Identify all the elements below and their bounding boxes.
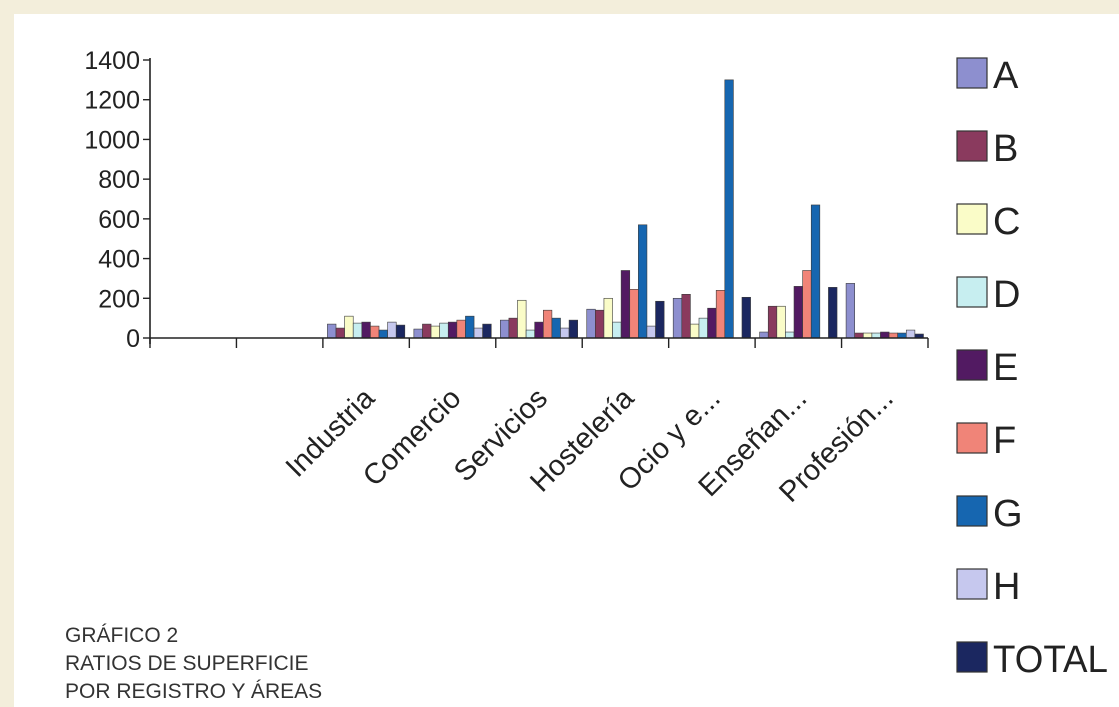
chart-caption: GRÁFICO 2 RATIOS DE SUPERFICIE POR REGIS… xyxy=(65,622,322,706)
legend-swatch-e xyxy=(956,349,988,381)
legend-label-total: TOTAL xyxy=(993,639,1108,681)
bar-b-5 xyxy=(508,317,518,339)
bar-total-5 xyxy=(568,319,578,339)
bar-c-8 xyxy=(776,305,786,339)
bar-g-7 xyxy=(724,79,734,339)
bar-h-5 xyxy=(560,327,570,339)
legend-swatch-f xyxy=(956,422,988,454)
bar-h-9 xyxy=(905,329,916,339)
bar-f-6 xyxy=(629,289,639,339)
bar-e-9 xyxy=(880,331,890,339)
chart-frame: 0 200 400 600 800 1000 1200 1400 Industria Comerc… xyxy=(14,14,1119,707)
bar-d-7 xyxy=(698,317,708,339)
caption-line-3: POR REGISTRO Y ÁREAS xyxy=(65,680,323,703)
bar-c-7 xyxy=(690,323,700,339)
legend-label-d: D xyxy=(993,274,1020,316)
bar-h-4 xyxy=(473,327,483,339)
bar-a-5 xyxy=(499,319,510,339)
legend-label-a: A xyxy=(993,55,1019,97)
bar-d-3 xyxy=(352,322,363,339)
bar-d-8 xyxy=(785,331,795,339)
bar-a-4 xyxy=(413,328,423,339)
bar-b-3 xyxy=(335,327,345,339)
bar-b-8 xyxy=(767,305,778,339)
axes xyxy=(143,58,929,348)
y-tick-label-1400: 1400 xyxy=(84,47,140,75)
bar-chart: 0200400600800100012001400IndustriaComerc… xyxy=(84,47,1108,681)
legend-label-e: E xyxy=(993,347,1018,389)
bar-c-6 xyxy=(603,297,613,339)
bar-e-8 xyxy=(793,286,803,339)
bar-e-6 xyxy=(620,270,631,339)
bar-total-7 xyxy=(741,296,751,339)
legend-label-g: G xyxy=(993,493,1023,535)
legend-label-b: B xyxy=(993,128,1018,170)
bar-g-5 xyxy=(551,317,561,339)
bar-a-9 xyxy=(845,283,855,339)
y-tick-label-400: 400 xyxy=(98,246,140,274)
legend-swatch-total xyxy=(956,641,988,673)
bar-g-3 xyxy=(378,329,388,339)
bar-e-4 xyxy=(447,321,458,339)
y-tick-label-1000: 1000 xyxy=(84,126,140,154)
bar-d-6 xyxy=(612,321,622,339)
bar-h-3 xyxy=(387,321,397,339)
bar-d-5 xyxy=(525,329,535,339)
legend-swatch-h xyxy=(956,568,988,600)
bar-total-3 xyxy=(395,324,406,339)
bar-f-4 xyxy=(456,319,466,339)
bar-e-3 xyxy=(361,321,371,339)
legend-label-f: F xyxy=(993,420,1016,462)
bar-c-3 xyxy=(344,315,354,339)
bar-a-6 xyxy=(586,308,596,339)
y-tick-label-0: 0 xyxy=(126,325,140,353)
legend-label-c: C xyxy=(993,201,1020,243)
bar-f-8 xyxy=(802,270,812,339)
bar-g-4 xyxy=(465,315,475,339)
bar-total-6 xyxy=(655,300,665,339)
bars-layer xyxy=(327,79,924,339)
bar-a-7 xyxy=(672,297,683,339)
bar-c-4 xyxy=(430,325,440,339)
legend-swatch-c xyxy=(956,203,988,235)
bar-e-5 xyxy=(534,321,544,339)
bar-f-3 xyxy=(370,325,380,339)
bar-h-6 xyxy=(646,325,656,339)
caption-line-1: GRÁFICO 2 xyxy=(65,624,179,647)
bar-c-5 xyxy=(517,299,527,339)
bar-f-7 xyxy=(715,290,726,339)
bar-f-5 xyxy=(542,309,553,339)
bar-g-6 xyxy=(638,224,648,339)
caption-line-2: RATIOS DE SUPERFICIE xyxy=(65,652,309,675)
y-tick-label-200: 200 xyxy=(98,285,140,313)
y-tick-label-1200: 1200 xyxy=(84,87,140,115)
bar-b-6 xyxy=(595,309,605,339)
legend-swatch-g xyxy=(956,495,988,527)
bar-b-7 xyxy=(681,294,691,339)
bar-e-7 xyxy=(707,307,717,339)
legend-label-h: H xyxy=(993,566,1020,608)
legend-swatch-a xyxy=(956,57,988,89)
y-tick-label-800: 800 xyxy=(98,166,140,194)
bar-d-4 xyxy=(439,322,449,339)
bar-total-4 xyxy=(482,323,492,339)
bar-a-8 xyxy=(759,331,769,339)
axis-labels: 0200400600800100012001400IndustriaComerc… xyxy=(84,47,899,509)
legend-swatch-d xyxy=(956,276,988,308)
bar-g-8 xyxy=(810,204,821,339)
y-tick-label-600: 600 xyxy=(98,206,140,234)
bar-total-8 xyxy=(828,287,838,339)
bar-b-4 xyxy=(422,323,432,339)
legend-swatch-b xyxy=(956,130,988,162)
bar-a-3 xyxy=(327,323,337,339)
